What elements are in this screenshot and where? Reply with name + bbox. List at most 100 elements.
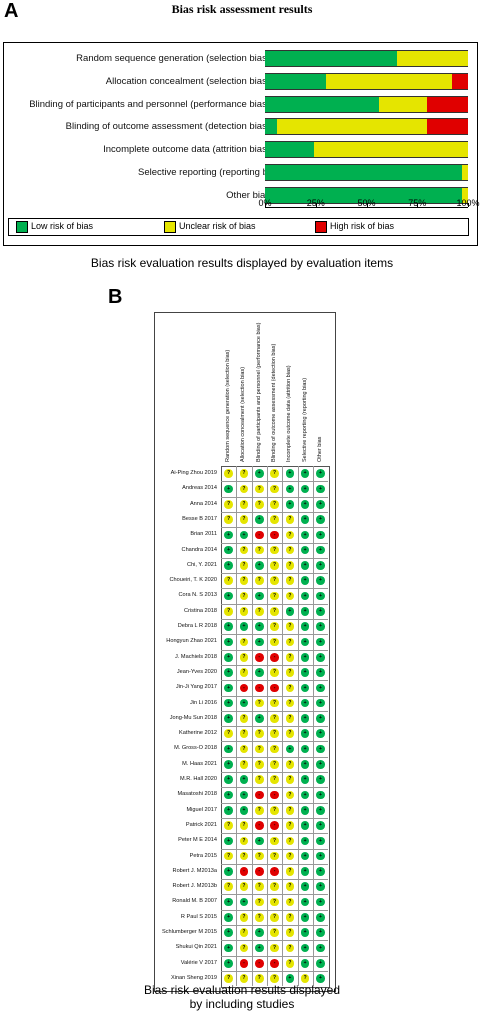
category-label: Blinding of participants and personnel (… xyxy=(29,98,270,110)
low-risk-dot: + xyxy=(300,744,310,754)
study-label: Peter M E 2014 xyxy=(178,837,217,844)
grid-hline xyxy=(221,527,329,529)
unclear-risk-dot: ? xyxy=(254,729,264,739)
low-risk-dot: + xyxy=(254,668,264,677)
low-risk-dot: + xyxy=(300,790,310,800)
high-risk-dot: - xyxy=(254,867,264,876)
low-risk-dot: + xyxy=(316,943,325,953)
unclear-risk-dot: ? xyxy=(224,576,233,586)
grid-hline xyxy=(221,619,329,620)
unclear-risk-dot: ? xyxy=(285,928,295,937)
grid-hline xyxy=(221,940,329,942)
legend-swatch-unclear xyxy=(164,221,176,233)
high-risk-dot: - xyxy=(239,958,249,968)
low-risk-dot: + xyxy=(224,652,233,662)
legend-label-high: High risk of bias xyxy=(330,221,395,231)
unclear-risk-dot: ? xyxy=(285,698,295,708)
bar-segment-low xyxy=(265,164,462,181)
unclear-risk-dot: ? xyxy=(285,775,295,784)
low-risk-dot: + xyxy=(285,499,295,509)
grid-hline xyxy=(221,557,329,559)
unclear-risk-dot: ? xyxy=(270,729,279,739)
low-risk-dot: + xyxy=(224,943,233,953)
study-label: Miguel 2017 xyxy=(186,806,217,813)
low-risk-dot: + xyxy=(300,729,310,739)
low-risk-dot: + xyxy=(224,805,233,815)
unclear-risk-dot: ? xyxy=(254,897,264,907)
bar-segment-unclear xyxy=(277,118,428,136)
low-risk-dot: + xyxy=(300,943,310,953)
low-risk-dot: + xyxy=(285,469,295,478)
low-risk-dot: + xyxy=(224,958,233,968)
high-risk-dot: - xyxy=(254,683,264,693)
unclear-risk-dot: ? xyxy=(270,943,279,953)
low-risk-dot: + xyxy=(300,867,310,876)
grid-hline xyxy=(221,664,329,666)
low-risk-dot: + xyxy=(300,545,310,555)
bar-segment-high xyxy=(427,118,468,136)
low-risk-dot: + xyxy=(300,591,310,601)
study-label: Patrick 2021 xyxy=(185,821,217,828)
unclear-risk-dot: ? xyxy=(285,958,295,968)
unclear-risk-dot: ? xyxy=(285,790,295,800)
low-risk-dot: + xyxy=(239,530,249,540)
study-label: Katherine 2012 xyxy=(179,730,217,737)
unclear-risk-dot: ? xyxy=(239,974,249,983)
unclear-risk-dot: ? xyxy=(270,897,279,907)
unclear-risk-dot: ? xyxy=(224,974,233,983)
unclear-risk-dot: ? xyxy=(270,561,279,570)
low-risk-dot: + xyxy=(316,836,325,846)
study-label: Ai-Ping Zhou 2019 xyxy=(170,470,217,476)
panel-a-letter: A xyxy=(4,0,19,22)
unclear-risk-dot: ? xyxy=(254,545,264,555)
unclear-risk-dot: ? xyxy=(270,913,279,922)
unclear-risk-dot: ? xyxy=(270,499,279,509)
low-risk-dot: + xyxy=(300,760,310,769)
low-risk-dot: + xyxy=(300,821,310,830)
low-risk-dot: + xyxy=(316,867,325,876)
unclear-risk-dot: ? xyxy=(254,805,264,815)
x-tick-mark xyxy=(315,203,317,207)
bar-segment-high xyxy=(427,95,468,113)
grid-hline xyxy=(221,863,329,865)
low-risk-dot: + xyxy=(224,744,233,754)
low-risk-dot: + xyxy=(316,821,325,830)
low-risk-dot: + xyxy=(254,469,264,478)
unclear-risk-dot: ? xyxy=(270,760,279,769)
low-risk-dot: + xyxy=(316,530,325,540)
unclear-risk-dot: ? xyxy=(224,469,233,478)
bar-segment-unclear xyxy=(461,164,468,181)
unclear-risk-dot: ? xyxy=(270,545,279,555)
unclear-risk-dot: ? xyxy=(285,683,295,693)
unclear-risk-dot: ? xyxy=(239,668,249,677)
bar-segment-unclear xyxy=(396,50,468,67)
unclear-risk-dot: ? xyxy=(224,851,233,861)
low-risk-dot: + xyxy=(254,637,264,647)
unclear-risk-dot: ? xyxy=(285,515,295,524)
unclear-risk-dot: ? xyxy=(285,836,295,846)
panel-b-frame xyxy=(154,312,336,992)
x-tick-label: 100% xyxy=(456,198,480,208)
grid-hline xyxy=(221,879,329,881)
study-label: Masatoshi 2018 xyxy=(177,791,218,798)
bar-segment-unclear xyxy=(325,72,452,90)
legend-label-unclear: Unclear risk of bias xyxy=(179,221,256,231)
low-risk-dot: + xyxy=(316,882,325,892)
unclear-risk-dot: ? xyxy=(285,668,295,677)
low-risk-dot: + xyxy=(316,790,325,800)
study-label: Xinan Sheng 2019 xyxy=(170,974,217,981)
grid-hline xyxy=(221,970,329,972)
low-risk-dot: + xyxy=(254,928,264,937)
low-risk-dot: + xyxy=(239,698,249,708)
low-risk-dot: + xyxy=(300,607,310,616)
study-label: Cora N. S 2013 xyxy=(178,592,217,599)
high-risk-dot: - xyxy=(270,530,279,540)
bar-segment-unclear xyxy=(378,95,428,113)
study-label: Jin-Ji Yang 2017 xyxy=(175,684,217,691)
low-risk-dot: + xyxy=(224,530,233,540)
column-header: Blinding of outcome assessment (detectio… xyxy=(270,343,277,462)
low-risk-dot: + xyxy=(300,897,310,907)
low-risk-dot: + xyxy=(316,729,325,739)
low-risk-dot: + xyxy=(285,484,295,494)
